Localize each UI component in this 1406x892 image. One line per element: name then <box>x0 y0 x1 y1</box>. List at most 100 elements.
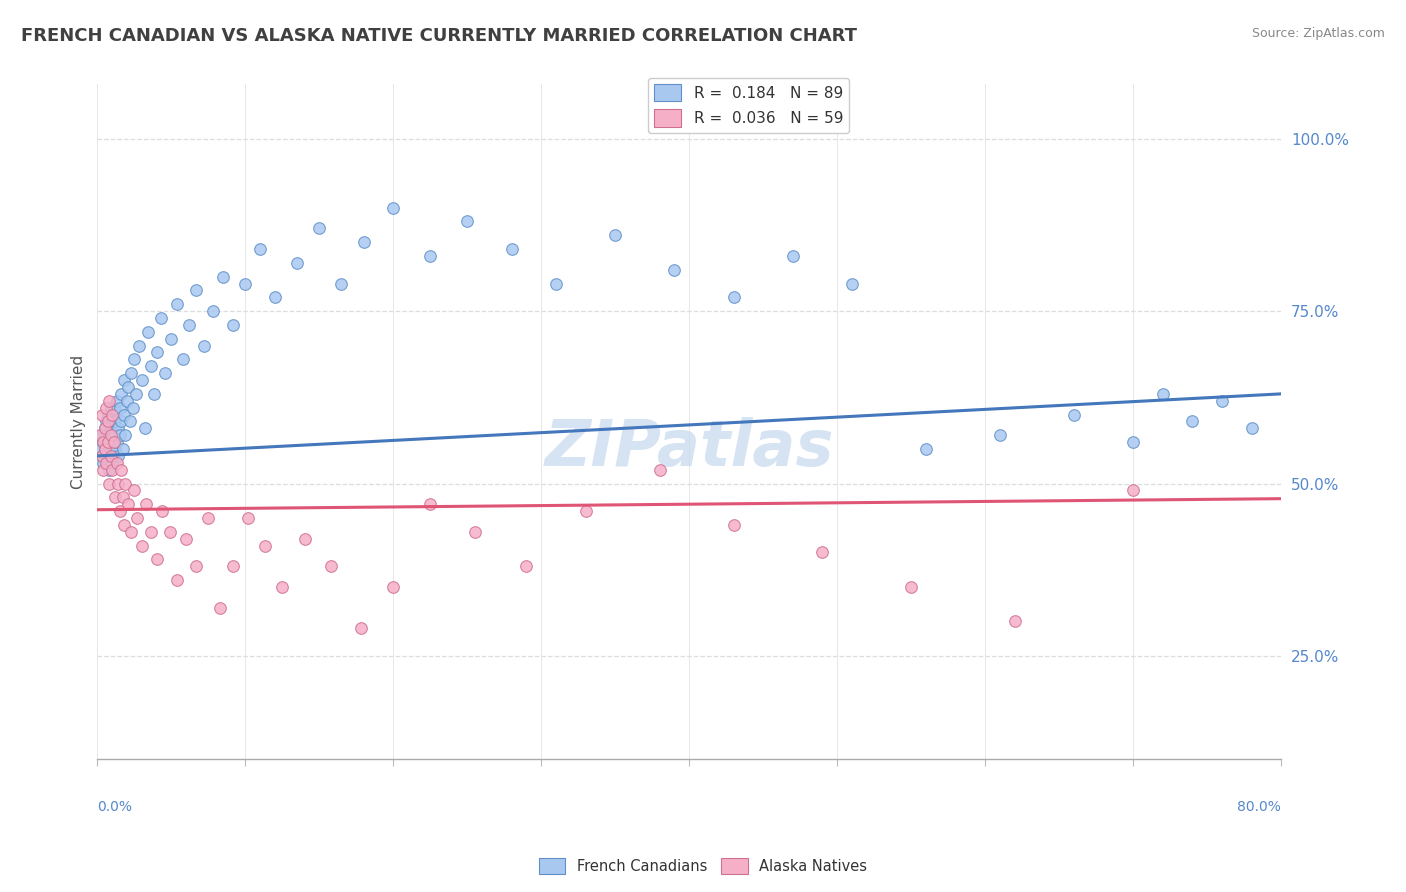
Point <box>103 401 125 415</box>
Point <box>110 463 132 477</box>
Point <box>464 524 486 539</box>
Point <box>101 435 124 450</box>
Point <box>382 201 405 215</box>
Point <box>131 373 153 387</box>
Point <box>1063 408 1085 422</box>
Point <box>264 290 287 304</box>
Point <box>117 380 139 394</box>
Point <box>350 621 373 635</box>
Point <box>91 456 114 470</box>
Point <box>100 449 122 463</box>
Point <box>197 511 219 525</box>
Point <box>515 559 537 574</box>
Point <box>89 428 111 442</box>
Point <box>1122 483 1144 498</box>
Point <box>139 524 162 539</box>
Point <box>104 442 127 456</box>
Point <box>91 463 114 477</box>
Point <box>159 524 181 539</box>
Point <box>97 414 120 428</box>
Point <box>94 442 117 456</box>
Point <box>155 366 177 380</box>
Point <box>1152 387 1174 401</box>
Text: ZIPatlas: ZIPatlas <box>544 417 834 480</box>
Point <box>131 539 153 553</box>
Point <box>98 442 121 456</box>
Point <box>115 393 138 408</box>
Point <box>186 284 208 298</box>
Legend: R =  0.184   N = 89, R =  0.036   N = 59: R = 0.184 N = 89, R = 0.036 N = 59 <box>648 78 849 133</box>
Point <box>134 421 156 435</box>
Point <box>91 435 114 450</box>
Point <box>101 414 124 428</box>
Point <box>100 449 122 463</box>
Point <box>166 297 188 311</box>
Point <box>111 491 134 505</box>
Text: 80.0%: 80.0% <box>1237 800 1281 814</box>
Point <box>142 387 165 401</box>
Point <box>811 545 834 559</box>
Point <box>723 290 745 304</box>
Point <box>107 476 129 491</box>
Point <box>124 352 146 367</box>
Point <box>544 277 567 291</box>
Point <box>353 235 375 249</box>
Point <box>101 456 124 470</box>
Point <box>125 387 148 401</box>
Point <box>222 559 245 574</box>
Point <box>97 435 120 450</box>
Point <box>294 532 316 546</box>
Point <box>90 428 112 442</box>
Point <box>108 428 131 442</box>
Point <box>174 532 197 546</box>
Point <box>107 421 129 435</box>
Point <box>456 214 478 228</box>
Point <box>222 318 245 332</box>
Point <box>1122 435 1144 450</box>
Point <box>104 491 127 505</box>
Point <box>118 414 141 428</box>
Point <box>139 359 162 374</box>
Point <box>1004 615 1026 629</box>
Point <box>112 517 135 532</box>
Text: FRENCH CANADIAN VS ALASKA NATIVE CURRENTLY MARRIED CORRELATION CHART: FRENCH CANADIAN VS ALASKA NATIVE CURRENT… <box>21 27 858 45</box>
Point <box>103 435 125 450</box>
Point <box>105 393 128 408</box>
Point <box>91 435 114 450</box>
Point <box>110 414 132 428</box>
Point <box>97 435 120 450</box>
Point <box>121 401 143 415</box>
Point <box>101 408 124 422</box>
Point <box>98 428 121 442</box>
Point <box>96 414 118 428</box>
Text: Source: ZipAtlas.com: Source: ZipAtlas.com <box>1251 27 1385 40</box>
Point <box>96 456 118 470</box>
Point <box>212 269 235 284</box>
Point <box>100 428 122 442</box>
Point <box>136 325 159 339</box>
Point <box>285 256 308 270</box>
Point <box>111 442 134 456</box>
Point <box>149 311 172 326</box>
Point <box>233 277 256 291</box>
Point <box>114 476 136 491</box>
Point <box>98 463 121 477</box>
Point <box>98 476 121 491</box>
Point <box>101 463 124 477</box>
Point <box>94 442 117 456</box>
Point <box>120 524 142 539</box>
Point <box>120 366 142 380</box>
Point <box>648 463 671 477</box>
Point <box>308 221 330 235</box>
Point <box>96 428 118 442</box>
Point <box>112 408 135 422</box>
Point <box>186 559 208 574</box>
Point <box>1211 393 1233 408</box>
Point <box>782 249 804 263</box>
Point <box>1181 414 1204 428</box>
Point <box>114 428 136 442</box>
Point <box>723 517 745 532</box>
Point <box>253 539 276 553</box>
Point <box>575 504 598 518</box>
Point <box>128 338 150 352</box>
